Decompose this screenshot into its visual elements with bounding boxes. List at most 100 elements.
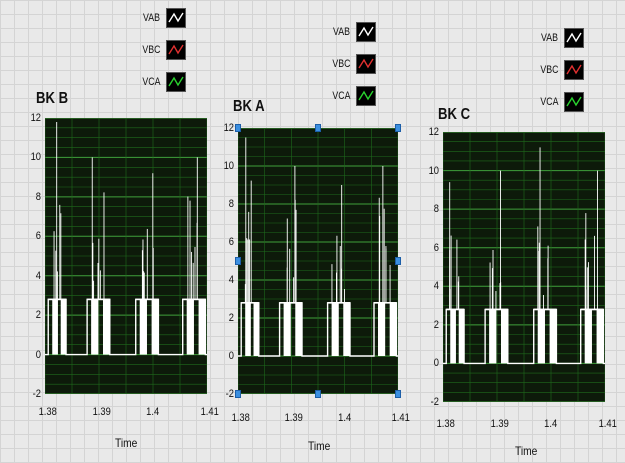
y-tick-label: -2: [430, 396, 439, 408]
pulse-fill: [139, 299, 147, 355]
x-tick-label: 1.4: [544, 418, 558, 430]
x-axis-label: Time: [515, 444, 538, 458]
legend-item[interactable]: VCA: [328, 86, 376, 106]
y-tick-label: 12: [223, 122, 234, 134]
y-tick-label: 2: [228, 312, 234, 324]
pulse-fill: [91, 299, 99, 355]
resize-handle[interactable]: [235, 257, 241, 265]
legend-item[interactable]: VBC: [536, 60, 584, 80]
y-tick-label: 2: [35, 309, 41, 322]
pulse-fill: [378, 302, 386, 356]
x-axis-label: Time: [115, 436, 138, 450]
legend-item[interactable]: VCA: [536, 92, 584, 112]
y-tick-label: 10: [223, 160, 234, 172]
resize-handle[interactable]: [395, 257, 401, 265]
pulse-fill: [389, 302, 397, 356]
plot-area-bk-a[interactable]: [238, 128, 398, 394]
legend-item[interactable]: VAB: [138, 8, 186, 28]
graph-title: BK C: [438, 106, 471, 123]
legend-label: VAB: [541, 32, 558, 44]
y-tick-label: 8: [433, 203, 439, 216]
plot-area-bk-b[interactable]: [45, 118, 207, 394]
x-tick-label: 1.41: [200, 406, 219, 418]
graph-title: BK B: [36, 90, 69, 107]
pulse-fill: [450, 309, 456, 364]
legend-item[interactable]: VBC: [138, 40, 186, 60]
y-tick-label: 0: [35, 348, 41, 361]
y-tick-label: 6: [35, 230, 41, 243]
pulse-fill: [549, 309, 557, 364]
y-tick-label: 8: [228, 198, 234, 210]
resize-handle[interactable]: [315, 124, 321, 132]
resize-handle[interactable]: [395, 390, 401, 398]
y-tick-label: 10: [30, 151, 41, 164]
x-tick-label: 1.39: [92, 406, 111, 418]
legend-label: VAB: [333, 26, 350, 38]
legend-label: VBC: [332, 58, 351, 70]
y-tick-label: 2: [433, 318, 439, 331]
resize-handle[interactable]: [235, 124, 241, 132]
green-trace-icon[interactable]: [564, 92, 584, 112]
green-trace-icon[interactable]: [166, 72, 186, 92]
pulse-fill: [584, 309, 592, 364]
white-trace-icon[interactable]: [356, 22, 376, 42]
y-tick-label: 4: [228, 274, 234, 286]
pulse-fill: [343, 302, 350, 356]
x-tick-label: 1.38: [231, 412, 250, 424]
x-tick-label: 1.39: [490, 418, 509, 430]
pulse-fill: [331, 302, 339, 356]
red-trace-icon[interactable]: [564, 60, 584, 80]
green-trace-icon[interactable]: [356, 86, 376, 106]
pulse-fill: [151, 299, 159, 355]
legend-item[interactable]: VAB: [328, 22, 376, 42]
pulse-fill: [596, 309, 604, 364]
x-tick-label: 1.38: [436, 418, 455, 430]
pulse-fill: [537, 309, 545, 364]
pulse-fill: [458, 309, 465, 364]
waveform-canvas: [45, 118, 207, 394]
resize-handle[interactable]: [315, 390, 321, 398]
y-tick-label: 0: [433, 357, 439, 370]
waveform-canvas: [238, 128, 398, 394]
x-tick-label: 1.39: [284, 412, 304, 424]
red-trace-icon[interactable]: [356, 54, 376, 74]
white-trace-icon[interactable]: [166, 8, 186, 28]
pulse-fill: [500, 309, 508, 364]
resize-handle[interactable]: [235, 390, 241, 398]
pulse-fill: [52, 299, 58, 355]
waveform-canvas: [443, 132, 605, 402]
x-axis-label: Time: [308, 439, 331, 453]
legend-item[interactable]: VBC: [328, 54, 376, 74]
legend-item[interactable]: VCA: [138, 72, 186, 92]
pulse-fill: [253, 302, 259, 356]
pulse-fill: [186, 299, 194, 355]
pulse-fill: [489, 309, 497, 364]
legend-item[interactable]: VAB: [536, 28, 584, 48]
pulse-fill: [60, 299, 67, 355]
y-tick-label: 0: [228, 350, 234, 362]
y-tick-label: 4: [35, 269, 41, 282]
y-tick-label: -2: [225, 388, 234, 400]
baseline-trace: [238, 302, 398, 357]
plot-area-bk-c[interactable]: [443, 132, 605, 402]
x-tick-label: 1.38: [38, 406, 57, 418]
legend-label: VBC: [142, 44, 161, 56]
legend-label: VAB: [143, 12, 160, 24]
pulse-fill: [198, 299, 206, 355]
y-tick-label: 6: [228, 236, 234, 248]
y-tick-label: 6: [433, 241, 439, 254]
legend-label: VBC: [540, 64, 559, 76]
white-trace-icon[interactable]: [564, 28, 584, 48]
pulse-fill: [295, 302, 302, 356]
pulse-fill: [102, 299, 110, 355]
y-tick-label: 4: [433, 280, 439, 293]
legend-label: VCA: [332, 90, 351, 102]
baseline-trace: [443, 308, 605, 365]
red-trace-icon[interactable]: [166, 40, 186, 60]
pulse-fill: [245, 302, 251, 356]
x-tick-label: 1.41: [598, 418, 617, 430]
resize-handle[interactable]: [395, 124, 401, 132]
y-tick-label: -2: [32, 388, 41, 400]
y-tick-label: 12: [30, 112, 41, 124]
legend-label: VCA: [540, 96, 559, 108]
